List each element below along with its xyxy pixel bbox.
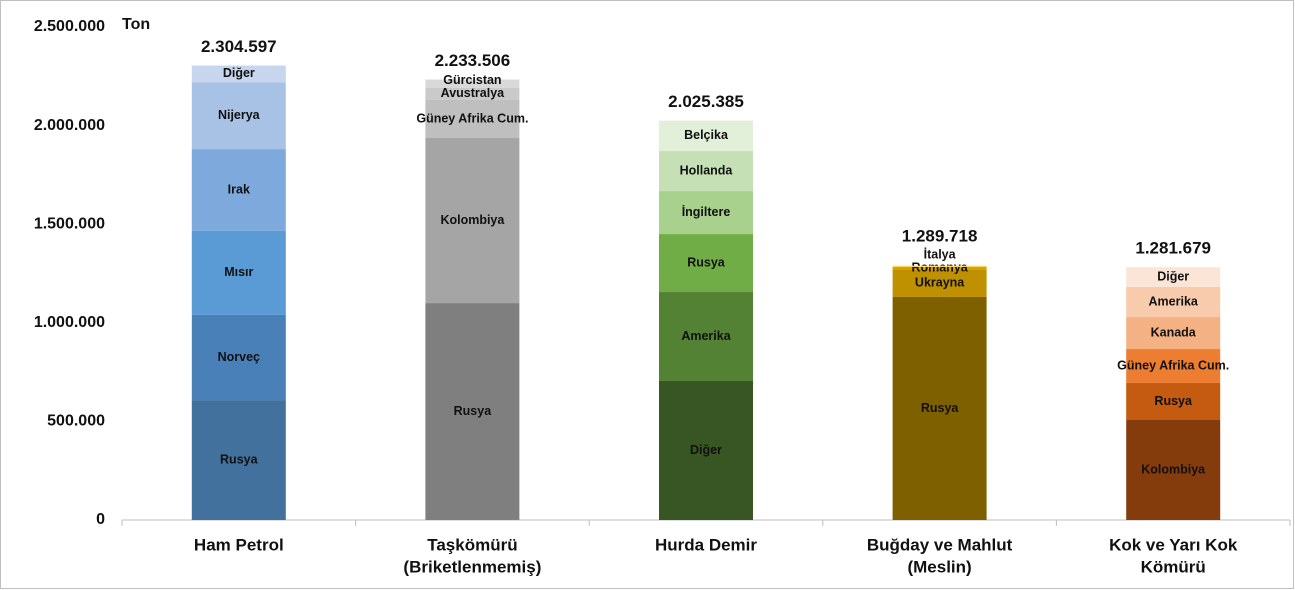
segment-label: Ukrayna xyxy=(915,275,965,289)
bar-segment xyxy=(659,191,753,235)
total-label: 2.025.385 xyxy=(668,92,744,111)
y-axis-label: Ton xyxy=(122,16,150,33)
total-label: 1.289.718 xyxy=(902,227,978,246)
bar-segment xyxy=(892,269,987,297)
segment-label: Mısır xyxy=(224,265,253,279)
x-tick-label: (Meslin) xyxy=(907,557,971,576)
y-tick-label: 2.500.000 xyxy=(34,18,105,35)
segment-label: Nijerya xyxy=(218,108,261,122)
bar-segment xyxy=(1126,349,1221,383)
segment-label: Rusya xyxy=(687,255,726,269)
segment-label: Hollanda xyxy=(680,163,734,177)
bar-segment xyxy=(425,138,520,304)
bar-segment xyxy=(659,292,753,381)
segment-label: Norveç xyxy=(218,350,260,364)
bar-segment xyxy=(659,234,753,293)
bar-segment xyxy=(191,400,286,520)
bar-segment xyxy=(1126,382,1221,421)
bar-segment xyxy=(1126,267,1221,287)
y-tick-label: 0 xyxy=(96,511,105,528)
segment-label: İtalya xyxy=(924,246,957,261)
total-label: 2.304.597 xyxy=(201,37,277,56)
x-tick-label: Hurda Demir xyxy=(655,535,757,554)
segment-label: Rusya xyxy=(454,404,493,418)
y-tick-label: 1.500.000 xyxy=(34,215,105,232)
segment-label: Kolombiya xyxy=(1141,462,1206,476)
segment-label: Güney Afrika Cum. xyxy=(1117,358,1229,372)
bar-segment xyxy=(425,87,520,100)
y-tick-label: 1.000.000 xyxy=(34,314,105,331)
total-label: 2.233.506 xyxy=(435,51,511,70)
bar-segment xyxy=(1126,317,1221,350)
y-tick-label: 500.000 xyxy=(47,413,105,430)
segment-label: Rusya xyxy=(921,401,960,415)
bar-segment xyxy=(892,265,987,267)
segment-label: Kolombiya xyxy=(440,213,505,227)
bar-segment xyxy=(425,79,520,88)
bar-segment xyxy=(425,99,520,139)
segment-label: Amerika xyxy=(1149,294,1199,308)
bar-segment xyxy=(892,266,987,270)
segment-label: Amerika xyxy=(681,329,731,343)
bar-segment xyxy=(659,151,753,192)
segment-label: Gürcistan xyxy=(443,73,501,87)
bar-segment xyxy=(191,314,286,401)
x-tick-label: Kok ve Yarı Kok xyxy=(1109,535,1238,554)
bar-segment xyxy=(191,149,286,231)
bar-segment xyxy=(1126,286,1221,318)
total-label: 1.281.679 xyxy=(1135,239,1211,258)
segment-label: Diğer xyxy=(690,443,722,457)
bar-segment xyxy=(191,230,286,315)
x-tick-label: Taşkömürü xyxy=(427,535,517,554)
segment-label: Kanada xyxy=(1151,325,1197,339)
bar-segment xyxy=(1126,420,1221,520)
x-tick-label: Buğday ve Mahlut xyxy=(867,535,1013,554)
x-tick-label: Kömürü xyxy=(1141,557,1206,576)
segment-label: Avustralya xyxy=(441,86,506,100)
y-tick-label: 2.000.000 xyxy=(34,117,105,134)
segment-label: Irak xyxy=(228,182,250,196)
x-tick-label: Ham Petrol xyxy=(194,535,284,554)
bar-segment xyxy=(425,303,520,520)
segment-label: Belçika xyxy=(684,128,729,142)
x-tick-label: (Briketlenmemiş) xyxy=(403,557,541,576)
bar-segment xyxy=(659,380,753,520)
bar-segment xyxy=(659,120,753,152)
segment-label: Romanya xyxy=(911,260,968,274)
bar-segment xyxy=(892,296,987,520)
segment-label: İngiltere xyxy=(682,204,731,219)
segment-label: Rusya xyxy=(1154,394,1193,408)
segment-label: Diğer xyxy=(223,66,255,80)
segment-label: Rusya xyxy=(220,452,259,466)
bar-segment xyxy=(191,82,286,150)
bar-segment xyxy=(191,65,286,83)
segment-label: Diğer xyxy=(1157,269,1189,283)
segment-label: Güney Afrika Cum. xyxy=(416,111,528,125)
